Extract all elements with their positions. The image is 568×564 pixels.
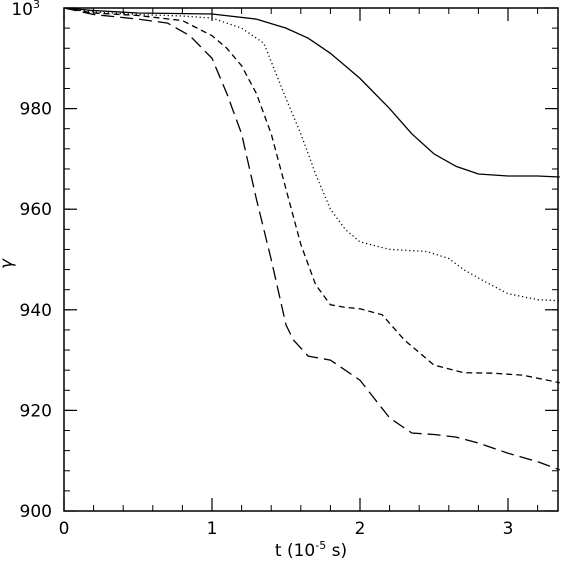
x-tick-label: 3 xyxy=(503,519,514,539)
y-tick-label: 980 xyxy=(20,100,52,120)
y-tick-label: 920 xyxy=(20,401,52,421)
x-tick-label: 0 xyxy=(59,519,70,539)
series-line-long-dashed xyxy=(63,7,561,471)
series-line-dashed xyxy=(63,7,560,384)
y-top-tick-label: 103 xyxy=(11,0,40,20)
y-tick-label: 900 xyxy=(20,502,52,522)
series-line-dotted xyxy=(63,7,560,302)
x-axis-label-main: t (10 xyxy=(275,541,315,561)
y-tick-label: 940 xyxy=(20,301,52,321)
x-tick-label: 1 xyxy=(207,519,218,539)
series-line-solid xyxy=(63,7,560,178)
plot-frame xyxy=(63,7,559,512)
x-axis-label-tail: s) xyxy=(326,541,347,561)
y-axis-label: γ xyxy=(0,258,17,269)
x-tick-label: 2 xyxy=(355,519,366,539)
x-axis-label: t (10-5 s) xyxy=(275,539,347,561)
y-tick-labels: 900 920 940 960 980 xyxy=(20,100,52,522)
y-tick-label: 960 xyxy=(20,200,52,220)
y-top-tick-exp: 3 xyxy=(33,0,40,11)
major-ticks xyxy=(63,7,558,512)
y-top-tick-base: 10 xyxy=(11,0,33,20)
x-axis-label-exp: -5 xyxy=(315,539,326,552)
x-tick-labels: 0 1 2 3 xyxy=(59,519,514,539)
minor-ticks xyxy=(63,7,558,512)
series-lines xyxy=(63,7,561,471)
